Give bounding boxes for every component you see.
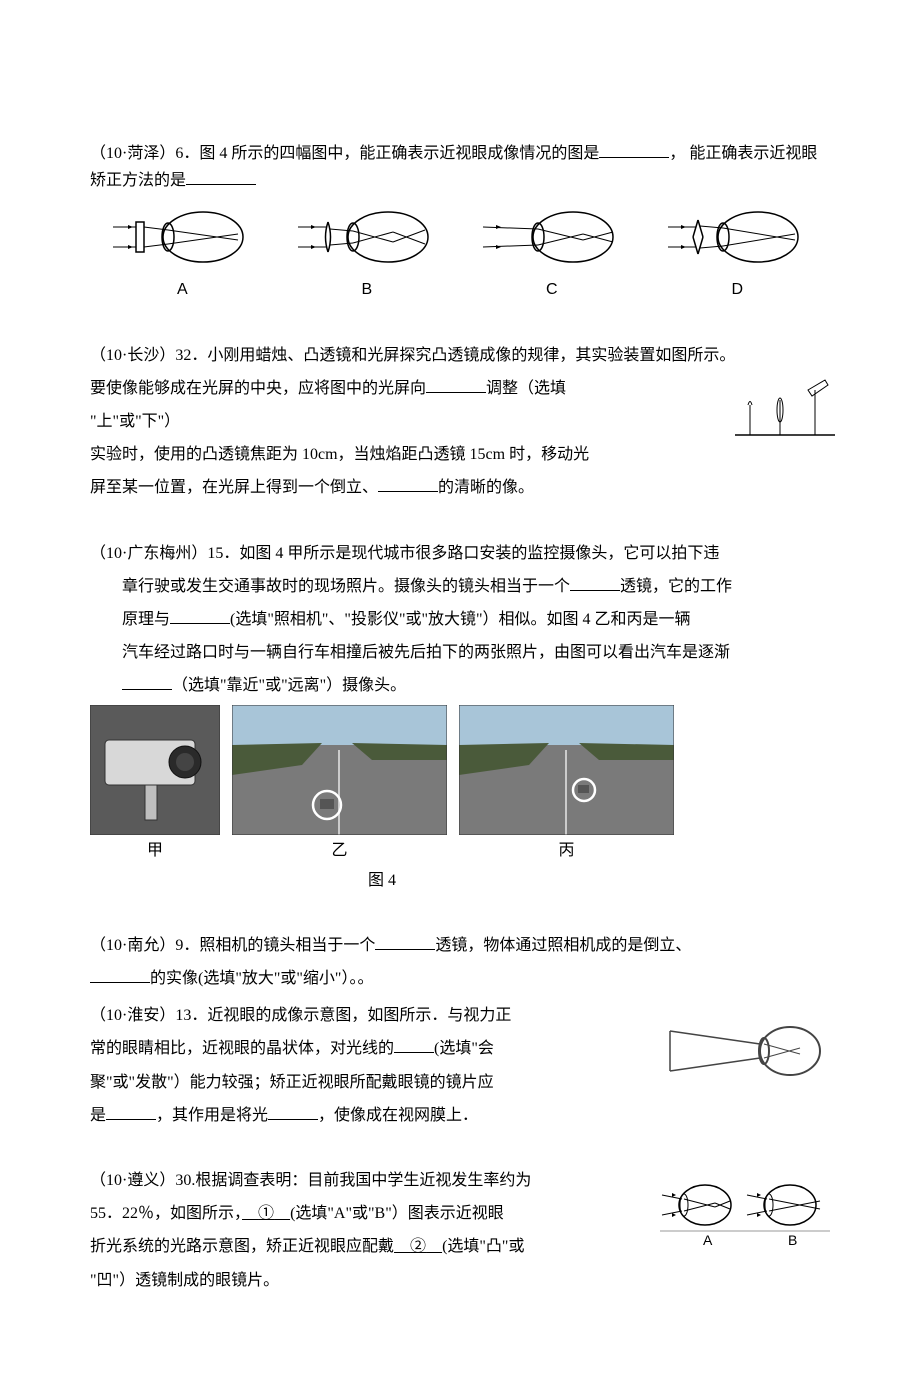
eye-diagram-b (293, 202, 443, 272)
text: 55．22％，如图所示， (90, 1205, 242, 1222)
text: 常的眼睛相比，近视眼的晶状体，对光线的 (90, 1040, 394, 1057)
cap-jia: 甲 (90, 837, 220, 864)
text: 透镜，物体通过照相机成的是倒立、 (435, 937, 691, 954)
text: 原理与 (122, 611, 170, 628)
text: 折光系统的光路示意图，矫正近视眼应配戴 (90, 1238, 394, 1255)
q13-l4: 是 ，其作用是将光 ，使像成在视网膜上． (90, 1102, 830, 1129)
blank[interactable] (426, 376, 486, 393)
eye-diagram-d (663, 202, 813, 272)
text: 调整（选填 (486, 380, 566, 397)
road-photo-1 (232, 705, 447, 835)
circled-1: ① (242, 1205, 290, 1222)
text: 屏至某一位置，在光屏上得到一个倒立、 (90, 479, 378, 496)
road-photo-2 (459, 705, 674, 835)
question-6: （10·菏泽）6．图 4 所示的四幅图中，能正确表示近视眼成像情况的图是， 能正… (90, 140, 830, 304)
text: (选填"会 (434, 1040, 494, 1057)
q15-l3: 原理与 (选填"照相机"、"投影仪"或"放大镜"）相似。如图 4 乙和丙是一辆 (90, 606, 830, 633)
q15-l5: （选填"靠近"或"远离"）摄像头。 (90, 672, 830, 699)
question-32: （10·长沙）32．小刚用蜡烛、凸透镜和光屏探究凸透镜成像的规律，其实验装置如图… (90, 342, 830, 502)
blank[interactable] (268, 1103, 318, 1120)
q15-captions: 甲 乙 丙 (90, 837, 830, 864)
blank[interactable] (378, 475, 438, 492)
text: 是 (90, 1107, 106, 1124)
text: 要使像能够成在光屏的中央，应将图中的光屏向 (90, 380, 426, 397)
text: 章行驶或发生交通事故时的现场照片。摄像头的镜头相当于一个 (122, 578, 570, 595)
q32-l4: 实验时，使用的凸透镜焦距为 10cm，当烛焰距凸透镜 15cm 时，移动光 (90, 441, 830, 468)
q30-l4: "凹"）透镜制成的眼镜片。 (90, 1267, 830, 1294)
q32-l2: 要使像能够成在光屏的中央，应将图中的光屏向 调整（选填 (90, 375, 830, 402)
text: 的清晰的像。 (438, 479, 534, 496)
q32-l5: 屏至某一位置，在光屏上得到一个倒立、 的清晰的像。 (90, 474, 830, 501)
num: ② (410, 1238, 426, 1255)
label-b: B (361, 276, 372, 303)
cap-yi: 乙 (232, 837, 447, 864)
text: （10·南允）9．照相机的镜头相当于一个 (90, 937, 375, 954)
q15-fig-label: 图 4 (90, 867, 674, 894)
q15-photos (90, 705, 830, 835)
label-d: D (731, 276, 743, 303)
blank[interactable] (170, 607, 230, 624)
q32-l1: （10·长沙）32．小刚用蜡烛、凸透镜和光屏探究凸透镜成像的规律，其实验装置如图… (90, 342, 830, 369)
optical-bench-diagram (730, 360, 840, 450)
blank[interactable] (106, 1103, 156, 1120)
label-a: A (703, 1232, 713, 1248)
num: ① (258, 1205, 274, 1222)
text: （选填"靠近"或"远离"）摄像头。 (172, 677, 406, 694)
myopia-diagram (660, 1006, 830, 1096)
blank[interactable] (394, 1036, 434, 1053)
eye-diagram-c (478, 202, 628, 272)
q15-l4: 汽车经过路口时与一辆自行车相撞后被先后拍下的两张照片，由图可以看出汽车是逐渐 (90, 639, 830, 666)
text: ，其作用是将光 (156, 1107, 268, 1124)
blank[interactable] (122, 673, 172, 690)
blank[interactable] (570, 574, 620, 591)
blank[interactable] (186, 168, 256, 185)
text: ，使像成在视网膜上． (318, 1107, 478, 1124)
label-c: C (546, 276, 558, 303)
question-30: A B （10·遵义）30.根据调查表明：目前我国中学生近视发生率约为 55．2… (90, 1167, 830, 1294)
question-9: （10·南允）9．照相机的镜头相当于一个 透镜，物体通过照相机成的是倒立、 的实像… (90, 932, 830, 992)
q6-figures (90, 202, 830, 272)
question-13: （10·淮安）13．近视眼的成像示意图，如图所示．与视力正 常的眼睛相比，近视眼… (90, 1002, 830, 1129)
blank[interactable] (599, 141, 669, 158)
q6-text: （10·菏泽）6．图 4 所示的四幅图中，能正确表示近视眼成像情况的图是， 能正… (90, 140, 830, 194)
eye-diagram-a (108, 202, 258, 272)
text: 的实像(选填"放大"或"缩小"）。。 (150, 970, 373, 987)
q9-l2: 的实像(选填"放大"或"缩小"）。。 (90, 965, 830, 992)
ab-eye-diagram: A B (660, 1173, 830, 1253)
q15-l2: 章行驶或发生交通事故时的现场照片。摄像头的镜头相当于一个 透镜，它的工作 (90, 573, 830, 600)
text: 透镜，它的工作 (620, 578, 732, 595)
blank[interactable] (90, 966, 150, 983)
label-a: A (177, 276, 188, 303)
q15-l1: （10·广东梅州）15．如图 4 甲所示是现代城市很多路口安装的监控摄像头，它可… (90, 540, 830, 567)
text: (选填"凸"或 (442, 1238, 524, 1255)
q6-prefix: （10·菏泽）6．图 4 所示的四幅图中，能正确表示近视眼成像情况的图是 (90, 145, 599, 162)
question-15: （10·广东梅州）15．如图 4 甲所示是现代城市很多路口安装的监控摄像头，它可… (90, 540, 830, 894)
text: (选填"照相机"、"投影仪"或"放大镜"）相似。如图 4 乙和丙是一辆 (230, 611, 691, 628)
blank[interactable] (375, 933, 435, 950)
q9-l1: （10·南允）9．照相机的镜头相当于一个 透镜，物体通过照相机成的是倒立、 (90, 932, 830, 959)
cap-bing: 丙 (459, 837, 674, 864)
circled-2: ② (394, 1238, 442, 1255)
q6-labels: A B C D (90, 276, 830, 303)
label-b: B (788, 1232, 797, 1248)
text: (选填"A"或"B"）图表示近视眼 (290, 1205, 504, 1222)
camera-photo (90, 705, 220, 835)
q32-l3: "上"或"下"） (90, 408, 830, 435)
